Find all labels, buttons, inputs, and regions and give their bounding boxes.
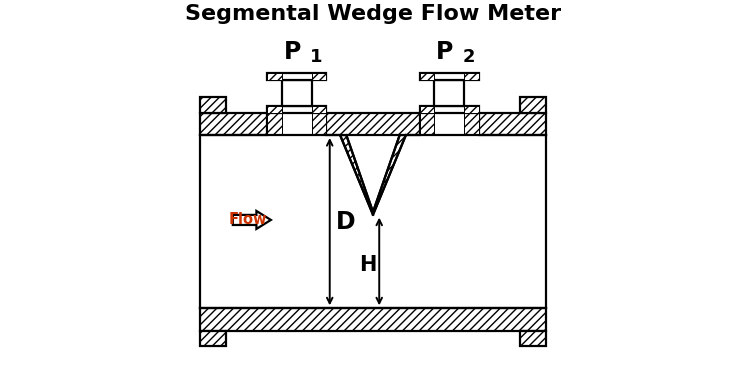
Bar bbox=[312, 73, 326, 80]
Text: P: P bbox=[284, 40, 301, 64]
Bar bbox=[464, 73, 479, 80]
Bar bbox=[420, 73, 479, 80]
Bar bbox=[267, 106, 326, 113]
Bar bbox=[312, 113, 326, 135]
Text: Flow: Flow bbox=[228, 212, 267, 227]
Bar bbox=[267, 73, 282, 80]
Bar bbox=[267, 106, 282, 113]
Bar bbox=[420, 113, 434, 135]
Text: 1: 1 bbox=[310, 48, 322, 66]
Bar bbox=[420, 73, 434, 80]
Text: P: P bbox=[436, 40, 454, 64]
Bar bbox=[267, 73, 326, 80]
Bar bbox=[420, 106, 479, 113]
Bar bbox=[326, 113, 420, 135]
Bar bbox=[200, 97, 226, 113]
Bar bbox=[200, 331, 226, 346]
Bar bbox=[434, 80, 464, 106]
Bar bbox=[464, 113, 479, 135]
Bar bbox=[464, 106, 479, 113]
Bar bbox=[479, 113, 546, 135]
Polygon shape bbox=[233, 211, 271, 229]
Bar bbox=[420, 106, 434, 113]
Bar bbox=[520, 97, 546, 113]
Text: H: H bbox=[360, 255, 377, 275]
Bar bbox=[200, 308, 546, 331]
Polygon shape bbox=[340, 135, 406, 215]
Bar bbox=[200, 113, 267, 135]
Title: Segmental Wedge Flow Meter: Segmental Wedge Flow Meter bbox=[185, 4, 561, 24]
Bar bbox=[267, 113, 282, 135]
Bar bbox=[282, 80, 312, 106]
Bar bbox=[312, 106, 326, 113]
Bar bbox=[520, 331, 546, 346]
Text: 2: 2 bbox=[463, 48, 474, 66]
Text: D: D bbox=[336, 210, 356, 234]
